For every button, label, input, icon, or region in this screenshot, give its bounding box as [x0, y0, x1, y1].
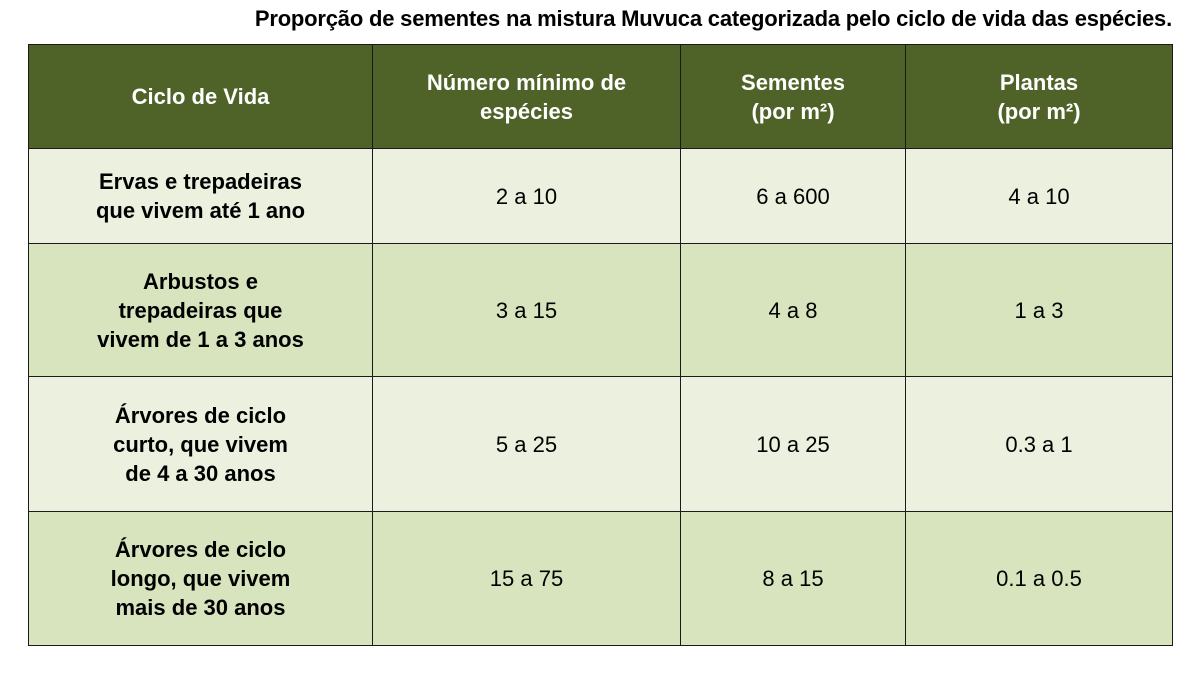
- header-ciclo-de-vida: Ciclo de Vida: [28, 44, 373, 149]
- cell-text: de 4 a 30 anos: [125, 460, 276, 486]
- header-numero-minimo-especies: Número mínimo de espécies: [372, 44, 681, 149]
- cell-text: curto, que vivem: [113, 431, 288, 457]
- cell-especies: 5 a 25: [372, 376, 681, 512]
- header-plantas: Plantas (por m²): [905, 44, 1173, 149]
- table-row: Ervas e trepadeiras que vivem até 1 ano …: [28, 148, 1173, 244]
- cell-ciclo: Árvores de ciclo curto, que vivem de 4 a…: [28, 376, 373, 512]
- cell-text: vivem de 1 a 3 anos: [97, 326, 304, 352]
- table-title: Proporção de sementes na mistura Muvuca …: [254, 6, 1172, 31]
- cell-ciclo: Arbustos e trepadeiras que vivem de 1 a …: [28, 243, 373, 377]
- table-row: Arbustos e trepadeiras que vivem de 1 a …: [28, 243, 1173, 377]
- cell-plantas: 4 a 10: [905, 148, 1173, 244]
- cell-text: Ervas e trepadeiras: [98, 169, 303, 194]
- header-text: espécies: [480, 98, 573, 124]
- header-text: Plantas: [999, 69, 1079, 95]
- cell-ciclo: Árvores de ciclo longo, que vivem mais d…: [28, 511, 373, 646]
- cell-text: Árvores de ciclo: [114, 537, 287, 562]
- cell-sementes: 6 a 600: [680, 148, 906, 244]
- cell-especies: 2 a 10: [372, 148, 681, 244]
- cell-text: trepadeiras que: [118, 297, 283, 323]
- cell-ciclo: Ervas e trepadeiras que vivem até 1 ano: [28, 148, 373, 244]
- cell-text: mais de 30 anos: [115, 595, 286, 620]
- table-header-row: Ciclo de Vida Número mínimo de espécies …: [28, 44, 1173, 149]
- cell-especies: 15 a 75: [372, 511, 681, 646]
- cell-especies: 3 a 15: [372, 243, 681, 377]
- header-sementes: Sementes (por m²): [680, 44, 906, 149]
- table-row: Árvores de ciclo curto, que vivem de 4 a…: [28, 376, 1173, 512]
- header-text: Sementes: [741, 69, 845, 95]
- header-text: Número mínimo de: [426, 69, 627, 95]
- cell-sementes: 4 a 8: [680, 243, 906, 377]
- cell-text: longo, que vivem: [110, 566, 291, 591]
- cell-plantas: 0.1 a 0.5: [905, 511, 1173, 646]
- header-text: (por m²): [997, 98, 1081, 124]
- cell-sementes: 8 a 15: [680, 511, 906, 646]
- cell-plantas: 1 a 3: [905, 243, 1173, 377]
- cell-plantas: 0.3 a 1: [905, 376, 1173, 512]
- cell-text: que vivem até 1 ano: [95, 198, 306, 223]
- cell-text: Arbustos e: [143, 268, 258, 294]
- header-text: Ciclo de Vida: [131, 84, 270, 109]
- cell-sementes: 10 a 25: [680, 376, 906, 512]
- table-row: Árvores de ciclo longo, que vivem mais d…: [28, 511, 1173, 646]
- cell-text: Árvores de ciclo: [114, 402, 287, 428]
- header-text: (por m²): [751, 98, 835, 124]
- seed-proportion-table: Ciclo de Vida Número mínimo de espécies …: [28, 44, 1173, 646]
